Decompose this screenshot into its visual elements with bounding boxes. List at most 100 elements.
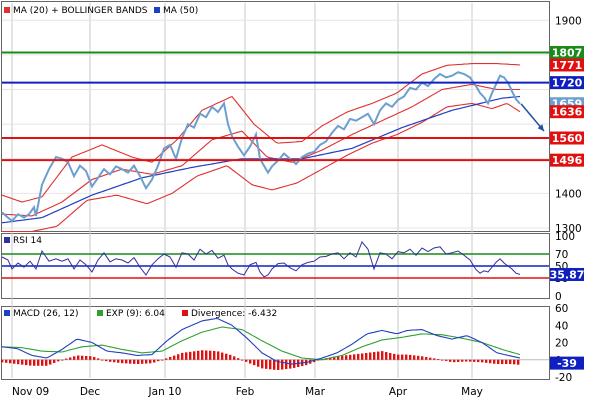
divergence-bar (345, 355, 348, 360)
divergence-bar (205, 350, 208, 360)
divergence-bar (113, 359, 116, 363)
divergence-bar (53, 359, 56, 363)
x-axis-label-2: Jan 10 (148, 386, 182, 398)
divergence-bar (125, 359, 128, 364)
price-level-1720-box (550, 76, 584, 90)
divergence-bar (357, 353, 360, 360)
divergence-bar (421, 356, 424, 360)
divergence-bar (365, 352, 368, 360)
price-y-tick-label: 1900 (555, 15, 582, 27)
divergence-bar (489, 359, 492, 364)
divergence-bar (57, 359, 60, 362)
divergence-bar (73, 356, 76, 360)
bollinger-lower-line (2, 102, 521, 233)
divergence-bar (429, 357, 432, 360)
divergence-bar (477, 359, 480, 363)
rsi-y-tick-label: 100 (555, 231, 575, 243)
divergence-bar (349, 354, 352, 360)
divergence-legend-label: Divergence: -6.432 (191, 309, 277, 319)
divergence-legend-swatch (182, 310, 188, 316)
rsi-current-value-box (550, 267, 584, 281)
divergence-bar (461, 359, 464, 362)
divergence-bar (361, 353, 364, 360)
divergence-bar (145, 359, 148, 364)
divergence-bar (13, 359, 16, 364)
divergence-bar (121, 359, 124, 364)
exp-legend-swatch (97, 310, 103, 316)
divergence-bar (61, 359, 64, 361)
divergence-bar (473, 359, 476, 362)
divergence-bar (381, 351, 384, 360)
divergence-bar (21, 359, 24, 365)
x-axis-label-4: Mar (305, 386, 325, 398)
divergence-bar (277, 359, 280, 370)
price-level-1560-text: 1560 (552, 132, 583, 145)
divergence-bar (373, 352, 376, 360)
divergence-bar (153, 359, 156, 363)
divergence-bar (401, 354, 404, 360)
price-level-1807-box (550, 46, 584, 59)
macd-y-tick-label: -20 (555, 372, 572, 384)
divergence-bar (45, 359, 48, 366)
rsi-line (1, 241, 521, 278)
divergence-bar (261, 359, 264, 369)
price-level-1807-text: 1807 (552, 47, 583, 60)
divergence-bar (173, 355, 176, 360)
divergence-bar (517, 359, 520, 365)
divergence-bar (133, 359, 136, 364)
divergence-bar (377, 351, 380, 360)
divergence-bar (117, 359, 120, 363)
price-panel (1, 1, 550, 232)
rsi-plot (1, 241, 549, 279)
divergence-bar (269, 359, 272, 370)
divergence-bar (17, 359, 20, 365)
divergence-bar (217, 351, 220, 360)
ma50-legend-label: MA (50) (163, 6, 198, 16)
divergence-bar (49, 359, 52, 365)
divergence-bar (25, 359, 28, 366)
ma20-legend-swatch (4, 7, 10, 13)
rsi-current-value-text: 35.87 (550, 268, 585, 281)
divergence-bar (81, 355, 84, 360)
divergence-bar (77, 355, 80, 360)
divergence-bar (97, 358, 100, 360)
macd-current-value-text: -39 (557, 357, 577, 370)
macd-y-tick-label: 60 (555, 303, 568, 315)
divergence-bar (441, 359, 444, 361)
x-axis-label-3: Feb (236, 386, 255, 398)
divergence-bar (397, 354, 400, 360)
divergence-bar (181, 352, 184, 360)
divergence-bar (225, 353, 228, 360)
divergence-bar (485, 359, 488, 363)
projection-arrow-head (537, 124, 544, 132)
price-level-1771-box (550, 58, 584, 72)
x-axis-label-0: Nov 09 (12, 386, 49, 398)
macd-current-value-box (550, 356, 584, 370)
divergence-bar (273, 359, 276, 370)
divergence-bar (209, 350, 212, 360)
rsi-y-tick-label: 0 (555, 291, 562, 303)
macd-y-tick-label: 40 (555, 320, 568, 332)
divergence-bar (161, 359, 164, 361)
divergence-bar (69, 357, 72, 360)
divergence-bar (5, 359, 8, 363)
divergence-bar (241, 359, 244, 361)
divergence-bar (149, 359, 152, 364)
divergence-bar (393, 353, 396, 360)
divergence-bar (409, 354, 412, 360)
divergence-bar (313, 359, 316, 363)
divergence-bar (457, 359, 460, 362)
divergence-bar (505, 359, 508, 365)
x-axis-label-1: Dec (80, 386, 101, 398)
divergence-bar (413, 355, 416, 360)
divergence-bar (417, 355, 420, 360)
divergence-bar (89, 356, 92, 360)
ma50-legend-swatch (154, 7, 160, 13)
divergence-bar (165, 358, 168, 360)
price-level-1636-text: 1636 (552, 106, 583, 119)
divergence-bar (245, 359, 248, 362)
divergence-bar (177, 354, 180, 360)
divergence-bar (141, 359, 144, 364)
